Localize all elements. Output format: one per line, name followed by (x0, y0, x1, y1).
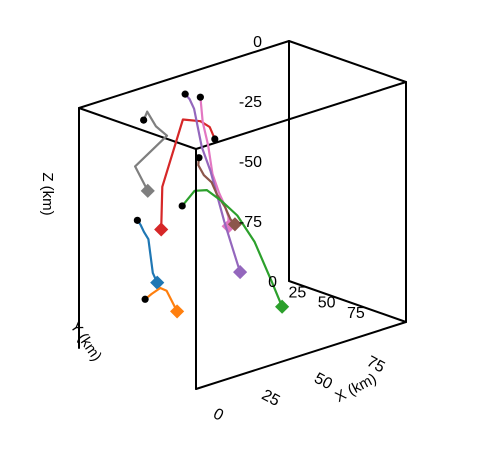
y-tick-label: 0 (268, 274, 277, 291)
x-tick-label: 75 (364, 353, 388, 376)
trajectory-start-marker (133, 216, 141, 224)
axis-box-front-edges (195, 40, 407, 390)
trajectory-series-1 (134, 110, 169, 198)
trajectory-line (134, 110, 169, 192)
trajectory-line (144, 286, 179, 312)
trajectory-line (184, 93, 242, 273)
trajectory-end-marker (275, 299, 290, 314)
y-tick-label: 75 (347, 305, 365, 322)
z-axis-label: Z (km) (39, 172, 56, 215)
trajectory-line (136, 219, 159, 284)
trajectory-start-marker (195, 154, 203, 162)
y-axis-label: Y (km) (66, 319, 105, 365)
trajectory-series-8 (141, 286, 185, 319)
box-edge-back-top-x (78, 40, 290, 109)
axis-box-back-edges (78, 40, 407, 349)
z-tick-label: -50 (239, 154, 262, 171)
trajectory-series-3 (196, 93, 236, 234)
box-edge-bottom-x (195, 321, 407, 390)
trajectory-end-marker (227, 217, 243, 232)
box-edge-bottom-y (288, 280, 407, 323)
trajectory-series-2 (154, 118, 219, 237)
trajectory-line (197, 157, 236, 226)
z-tick-label: 0 (253, 34, 262, 51)
trajectory-end-marker (140, 183, 155, 198)
trajectory-series-layer (133, 90, 290, 319)
x-tick-label: 50 (311, 370, 335, 393)
z-tick-label: -75 (239, 214, 262, 231)
x-tick-label: 0 (210, 405, 226, 424)
trajectory-series-7 (133, 216, 165, 290)
trajectory-start-marker (181, 90, 189, 98)
box-edge-top-front (195, 81, 407, 150)
box-edge-top-left (288, 40, 407, 83)
trajectory-end-marker (170, 304, 185, 319)
box-edge-back-top-y (78, 107, 197, 150)
z-tick-label: -25 (239, 94, 262, 111)
trajectory-start-marker (178, 202, 186, 210)
trajectory-series-4 (181, 90, 248, 280)
trajectory-end-marker (233, 265, 248, 280)
trajectory-start-marker (196, 93, 204, 101)
trajectory-line (160, 118, 216, 230)
axis-tick-labels: 0 25 50 75 0 25 50 75 0 -25 -50 -75 (210, 34, 387, 425)
trajectory-start-marker (140, 116, 148, 124)
trajectory-start-marker (141, 295, 149, 303)
y-tick-label: 50 (318, 295, 336, 312)
x-tick-label: 25 (259, 387, 283, 410)
trajectory-end-marker (154, 222, 169, 237)
trajectory-start-marker (211, 135, 219, 143)
y-tick-label: 25 (289, 284, 307, 301)
trajectory-series-5 (195, 154, 243, 232)
x-axis-label: X (km) (332, 370, 379, 406)
trajectory-end-marker (150, 275, 165, 290)
